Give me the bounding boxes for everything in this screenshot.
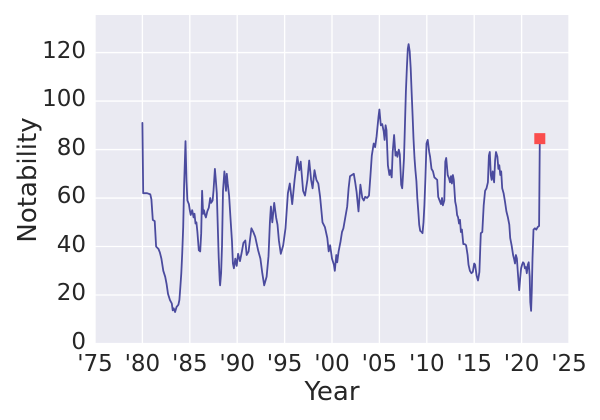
x-tick-label: '95 — [266, 350, 303, 377]
x-tick-label: '10 — [409, 350, 445, 377]
y-tick-label: 60 — [56, 183, 86, 210]
y-tick-label: 80 — [56, 134, 86, 161]
x-tick-label: '00 — [314, 350, 350, 377]
x-tick-label: '85 — [172, 350, 208, 377]
y-tick-label: 40 — [56, 231, 86, 258]
x-tick-label: '80 — [124, 350, 161, 377]
x-axis-label: Year — [304, 377, 360, 407]
y-tick-label: 120 — [42, 37, 86, 64]
y-tick-label: 0 — [71, 328, 86, 355]
notability-line — [141, 43, 541, 313]
x-tick-label: '75 — [77, 350, 113, 377]
x-tick-label: '15 — [456, 350, 492, 377]
x-tick-label: '05 — [361, 350, 398, 377]
latest-point-marker — [534, 133, 546, 145]
x-tick-label: '90 — [219, 350, 255, 377]
x-tick-label: '25 — [551, 350, 587, 377]
y-tick-label: 100 — [42, 86, 86, 113]
y-tick-label: 20 — [56, 280, 86, 306]
x-tick-label: '20 — [503, 350, 540, 377]
